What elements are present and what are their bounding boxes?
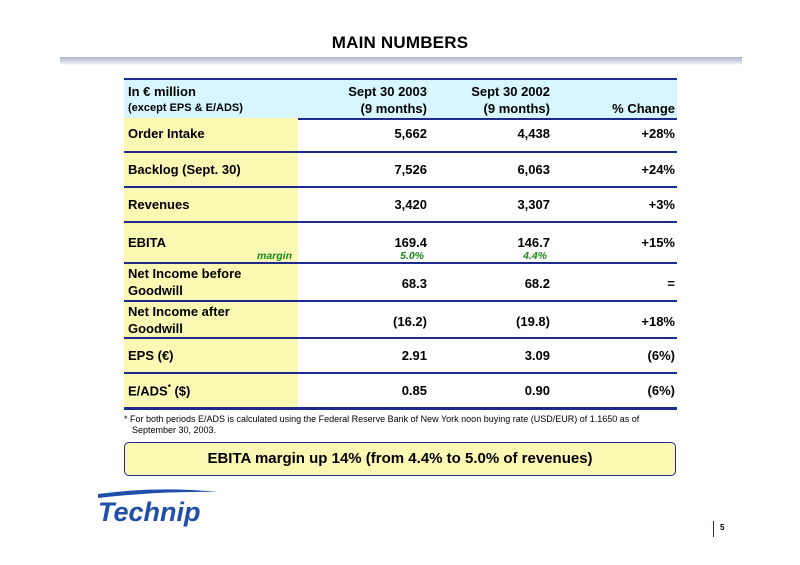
table-row: EPS (€) 2.91 3.09 (6%)	[124, 339, 677, 374]
footnote-marker: *	[167, 383, 171, 392]
margin-label: margin	[256, 250, 292, 262]
row-label: Backlog (Sept. 30)	[128, 162, 241, 177]
logo-text: Technip	[98, 497, 201, 527]
value-2003: 7,526	[394, 162, 427, 177]
highlight-banner: EBITA margin up 14% (from 4.4% to 5.0% o…	[124, 442, 676, 476]
value-change: (6%)	[647, 348, 675, 363]
header-unit: In € million	[128, 84, 196, 99]
table-row: Backlog (Sept. 30) 7,526 6,063 +24%	[124, 153, 677, 188]
value-2003: 68.3	[401, 276, 427, 291]
table-row: Revenues 3,420 3,307 +3%	[124, 188, 677, 223]
row-label: Order Intake	[128, 126, 205, 141]
header-2003: Sept 30 2003	[348, 84, 427, 99]
footnote-line2: September 30, 2003.	[132, 425, 217, 435]
value-change: =	[667, 276, 675, 291]
value-change: +24%	[641, 162, 675, 177]
margin-2002: 4.4%	[523, 250, 547, 262]
value-2003: 169.4	[394, 235, 427, 250]
row-label-line1: Net Income after	[128, 304, 230, 319]
value-2002: 6,063	[517, 162, 550, 177]
value-change: (6%)	[647, 383, 675, 398]
value-2002: 146.7	[517, 235, 550, 250]
row-label: EPS (€)	[128, 348, 174, 363]
header-change: % Change	[612, 101, 675, 116]
row-label-unit: ($)	[170, 383, 191, 399]
row-label: E/ADS* ($)	[128, 383, 190, 398]
page-title: MAIN NUMBERS	[331, 33, 469, 52]
row-label: EBITA	[128, 235, 167, 250]
margin-2003: 5.0%	[400, 250, 424, 262]
value-2002: 68.2	[524, 276, 550, 291]
value-2003: (16.2)	[393, 314, 427, 329]
value-2002: 4,438	[517, 126, 550, 141]
value-change: +28%	[641, 126, 675, 141]
row-label-line1: Net Income before	[128, 266, 242, 281]
row-label-line2: Goodwill	[128, 283, 183, 298]
header-unit-note: (except EPS & E/ADS)	[128, 102, 243, 114]
table-row: Net Income before Goodwill 68.3 68.2 =	[124, 264, 677, 302]
value-2002: 0.90	[524, 383, 550, 398]
value-2002: 3,307	[517, 197, 550, 212]
row-label-line2: Goodwill	[128, 321, 183, 336]
value-change: +18%	[641, 314, 675, 329]
page-number: 5	[713, 521, 727, 537]
value-2003: 0.85	[401, 383, 427, 398]
table-header: In € million (except EPS & E/ADS) Sept 3…	[124, 78, 677, 120]
value-2003: 2.91	[401, 348, 427, 363]
technip-logo: Technip	[98, 489, 218, 527]
table-row: Order Intake 5,662 4,438 +28%	[124, 118, 677, 153]
value-2002: 3.09	[524, 348, 550, 363]
value-change: +3%	[648, 197, 675, 212]
header-2002: Sept 30 2002	[471, 84, 550, 99]
title-underline	[60, 57, 742, 65]
header-2003-period: (9 months)	[360, 101, 427, 116]
footnote-line1: * For both periods E/ADS is calculated u…	[124, 414, 640, 424]
value-2003: 5,662	[394, 126, 427, 141]
value-2002: (19.8)	[516, 314, 550, 329]
table-row: E/ADS* ($) 0.85 0.90 (6%)	[124, 374, 677, 410]
row-label: Revenues	[128, 197, 190, 212]
table-row: Net Income after Goodwill (16.2) (19.8) …	[124, 302, 677, 339]
footnote: * For both periods E/ADS is calculated u…	[124, 414, 684, 436]
value-change: +15%	[641, 235, 675, 250]
header-2002-period: (9 months)	[483, 101, 550, 116]
table-row: EBITA 169.4 146.7 +15% margin 5.0% 4.4%	[124, 223, 677, 264]
value-2003: 3,420	[394, 197, 427, 212]
row-label-text: E/ADS	[128, 383, 168, 399]
